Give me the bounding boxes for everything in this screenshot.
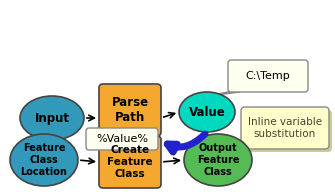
FancyBboxPatch shape — [86, 128, 158, 150]
FancyBboxPatch shape — [241, 107, 329, 149]
Text: Parse
Path: Parse Path — [112, 96, 148, 124]
Polygon shape — [135, 148, 160, 150]
Ellipse shape — [20, 96, 84, 140]
Text: C:\Temp: C:\Temp — [246, 71, 290, 81]
Text: Output
Feature
Class: Output Feature Class — [197, 143, 239, 177]
Ellipse shape — [10, 134, 78, 186]
Text: Feature
Class
Location: Feature Class Location — [20, 143, 67, 177]
Text: Create
Feature
Class: Create Feature Class — [107, 145, 153, 179]
Ellipse shape — [179, 92, 235, 132]
Text: %Value%: %Value% — [96, 134, 148, 144]
Text: Input: Input — [35, 112, 69, 124]
FancyBboxPatch shape — [99, 84, 161, 136]
Text: Value: Value — [189, 105, 225, 119]
Ellipse shape — [184, 134, 252, 186]
Polygon shape — [208, 92, 240, 96]
FancyArrowPatch shape — [167, 134, 205, 152]
FancyBboxPatch shape — [99, 136, 161, 188]
Text: Inline variable
substitution: Inline variable substitution — [248, 117, 322, 139]
FancyBboxPatch shape — [228, 60, 308, 92]
FancyBboxPatch shape — [244, 110, 332, 152]
